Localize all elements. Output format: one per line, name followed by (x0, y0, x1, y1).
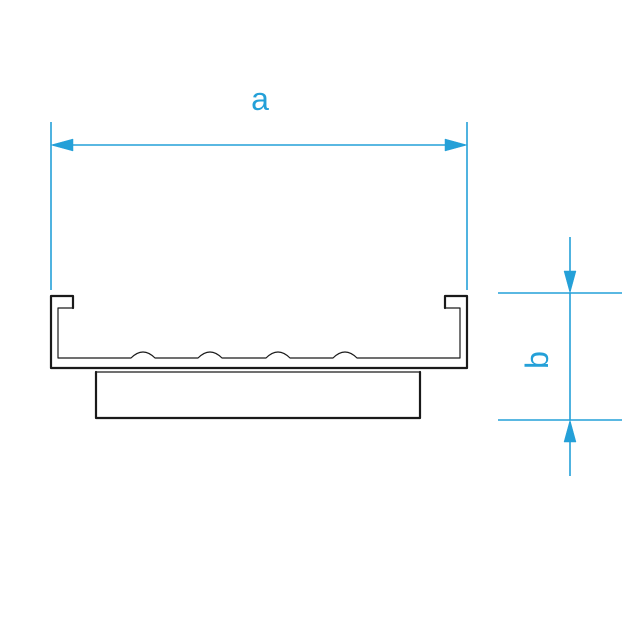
dim-b-label: b (519, 351, 555, 369)
channel-inner (58, 308, 460, 358)
dim-a-label: a (251, 81, 269, 117)
channel-outer (51, 296, 467, 368)
